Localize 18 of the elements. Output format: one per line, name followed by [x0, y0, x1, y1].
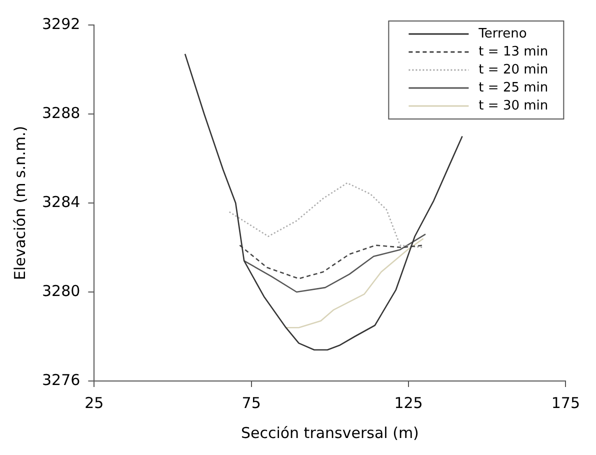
x-tick-label: 75: [242, 394, 261, 412]
x-tick-label: 175: [551, 394, 580, 412]
y-tick-label: 3292: [42, 14, 80, 33]
y-tick-label: 3288: [42, 104, 80, 122]
line-series: [228, 182, 424, 248]
y-tick-label: 3276: [42, 370, 80, 389]
y-tick-label: 3284: [42, 192, 80, 211]
y-tick-label: 3280: [42, 282, 80, 300]
x-tick-label: 25: [84, 394, 104, 412]
y-axis-title: Elevación (m s.n.m.): [10, 126, 29, 280]
legend-label: t = 25 min: [478, 80, 548, 96]
legend-label: t = 13 min: [478, 44, 548, 60]
legend-label: t = 20 min: [478, 62, 548, 78]
legend-label: Terreno: [478, 26, 527, 42]
legend-label: t = 30 min: [478, 98, 548, 114]
x-tick-label: 125: [394, 394, 423, 412]
line-series: [239, 244, 424, 280]
x-axis-title: Sección transversal (m): [240, 424, 419, 442]
